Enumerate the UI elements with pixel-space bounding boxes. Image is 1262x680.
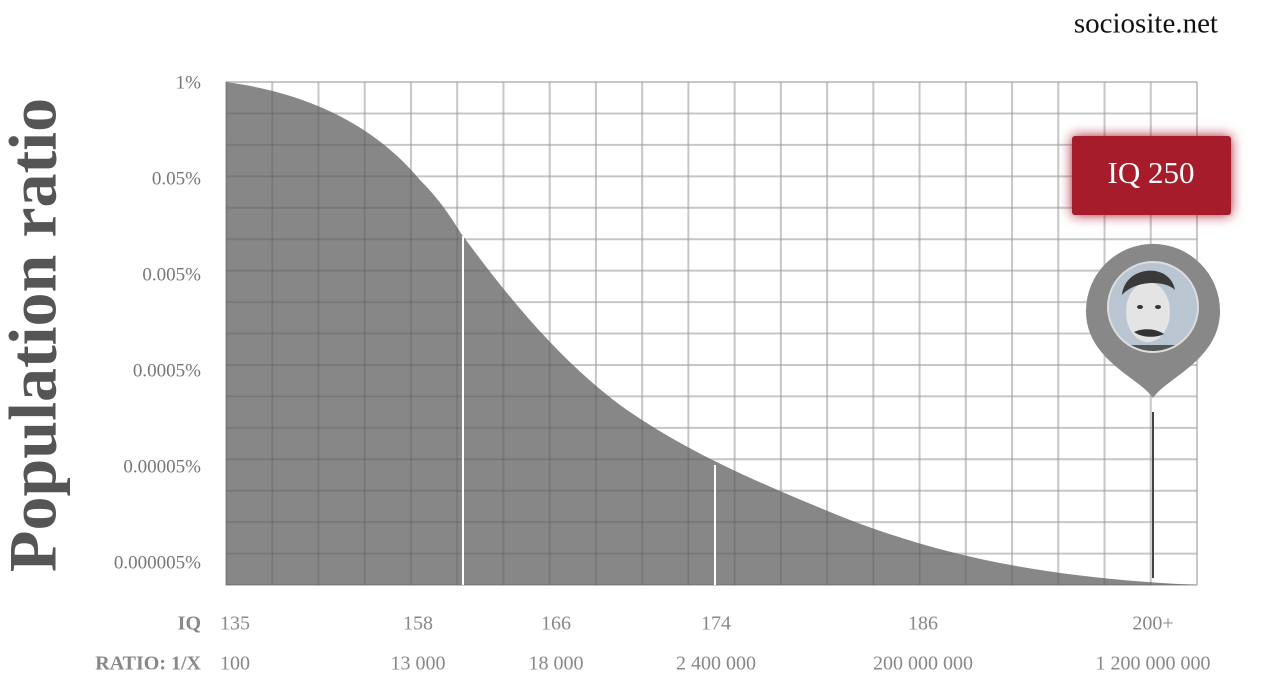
y-tick-label: 0.00005% [123,456,201,477]
marker-box [1072,136,1231,215]
site-name: sociosite.net [1074,8,1218,40]
x-rows: IQ 135 158 166 174 186 200+ RATIO: 1/X 100 13 000… [95,613,1210,675]
y-tick-label: 0.05% [152,168,201,189]
y-tick-label: 0.000005% [114,552,201,573]
y-tick-label: 0.0005% [133,360,201,381]
row-value: 1 200 000 000 [1096,653,1211,675]
y-tick-label: 1% [176,72,202,93]
row-value: 100 [220,653,250,675]
y-axis-title: Population ratio [0,98,71,572]
row-value: 135 [220,613,250,635]
distribution-curve [226,82,1197,585]
y-ticks: 1% 0.05% 0.005% 0.0005% 0.00005% 0.000005% [114,72,201,573]
row-value: 200+ [1132,613,1173,635]
row-value: 2 400 000 [676,653,756,675]
row-value: 186 [908,613,938,635]
row-value: 158 [403,613,433,635]
row-label: RATIO: 1/X [95,653,201,675]
row-value: 18 000 [529,653,584,675]
marker-label: IQ 250 [1108,155,1195,190]
row-value: 166 [541,613,571,635]
row-value: 200 000 000 [873,653,973,675]
row-value: 174 [701,613,731,635]
row-value: 13 000 [391,653,446,675]
y-tick-label: 0.005% [142,264,201,285]
portrait [1108,262,1198,352]
row-label: IQ [178,613,201,635]
portrait-ring [1107,261,1199,353]
grid-overlay [225,81,1198,586]
